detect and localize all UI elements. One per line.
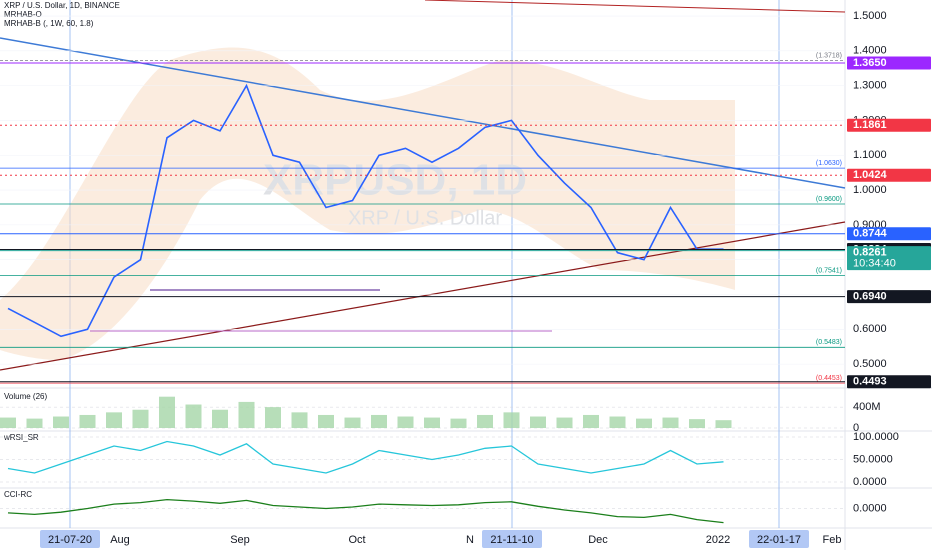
y-tick-label: 0.0000 xyxy=(853,502,887,514)
price-tag-label: 0.8744 xyxy=(853,228,888,240)
watermark-subtitle: XRP / U.S. Dollar xyxy=(348,207,502,229)
y-tick-label: 0.5000 xyxy=(853,358,887,370)
fib-label: (0.4453) xyxy=(816,375,842,382)
wrsi-line xyxy=(7,440,724,474)
price-tag-label: 1.0424 xyxy=(853,169,888,181)
volume-bar xyxy=(159,396,175,428)
price-tag-label: 0.6940 xyxy=(853,290,887,302)
volume-bar xyxy=(609,416,626,428)
y-tick-label: 0.0000 xyxy=(853,476,887,488)
time-highlight xyxy=(749,530,809,548)
y-tick-label: 1.5000 xyxy=(853,10,887,22)
volume-bar xyxy=(689,419,705,428)
fib-label: (1.0630) xyxy=(816,160,842,167)
time-highlight xyxy=(40,530,100,548)
countdown: 10:34:40 xyxy=(853,258,896,270)
volume-bar xyxy=(503,412,520,428)
volume-bar xyxy=(530,416,546,428)
y-tick-label: 400M xyxy=(853,401,881,413)
y-tick-label: 1.4000 xyxy=(853,45,887,57)
time-highlight xyxy=(482,530,542,548)
pane-title: CCI-RC xyxy=(4,490,32,499)
fib-label: (1.3718) xyxy=(816,52,842,59)
x-tick-label: N xyxy=(466,534,474,546)
volume-bar xyxy=(238,401,255,428)
price-tag xyxy=(847,290,931,304)
y-tick-label: 100.0000 xyxy=(853,431,899,443)
x-tick-label: 21-11-10 xyxy=(490,534,533,546)
y-tick-label: 1.0000 xyxy=(853,184,887,196)
price-tag-label: 0.4493 xyxy=(853,376,887,388)
volume-bar xyxy=(53,416,69,428)
x-tick-label: Feb xyxy=(823,534,842,546)
x-tick-label: Oct xyxy=(348,534,365,546)
y-tick-label: 1.3000 xyxy=(853,80,887,92)
price-tag xyxy=(847,246,931,271)
cci-line xyxy=(7,498,724,524)
volume-bar xyxy=(715,420,732,428)
volume-bar xyxy=(79,414,96,428)
volume-bar xyxy=(344,417,361,428)
pane-title: wRSI_SR xyxy=(3,433,39,442)
volume-bar xyxy=(556,417,573,428)
volume-bar xyxy=(397,416,414,428)
volume-bar xyxy=(450,418,467,428)
volume-bar xyxy=(477,414,493,428)
volume-bar xyxy=(662,417,679,428)
x-tick-label: Aug xyxy=(110,534,130,546)
fib-label: (0.7541) xyxy=(816,268,842,275)
volume-bar xyxy=(636,418,652,428)
y-tick-label: 0 xyxy=(853,422,859,434)
volume-bar xyxy=(424,417,440,428)
price-tag xyxy=(847,227,931,241)
price-tag-label: 0.8261 xyxy=(853,247,887,259)
volume-bar xyxy=(185,404,202,428)
indicator-name: MRHAB-O xyxy=(4,10,42,19)
x-tick-label: Dec xyxy=(588,534,608,546)
x-tick-label: 2022 xyxy=(706,534,730,546)
y-tick-label: 1.1000 xyxy=(853,149,887,161)
price-tag-label: 1.3650 xyxy=(853,57,887,69)
pane-title: Volume (26) xyxy=(4,392,47,401)
volume-bar xyxy=(26,418,43,428)
price-line xyxy=(7,83,724,338)
price-tag-label: 1.1861 xyxy=(853,119,887,131)
price-tag xyxy=(847,168,931,182)
x-tick-label: 21-07-20 xyxy=(48,534,92,546)
volume-bar xyxy=(318,414,334,428)
chart-layer: 0.50000.60000.70000.80000.90001.00001.10… xyxy=(0,10,931,548)
volume-bar xyxy=(265,407,281,428)
trend-line xyxy=(424,0,846,13)
volume-bar xyxy=(212,409,228,428)
fib-label: (0.5483) xyxy=(816,339,842,346)
volume-bar xyxy=(106,412,122,428)
volume-bar xyxy=(0,417,16,428)
trend-line xyxy=(0,221,846,371)
fib-label: (0.9600) xyxy=(816,196,842,203)
price-tag xyxy=(847,375,931,389)
volume-bar xyxy=(132,409,149,428)
y-tick-label: 0.6000 xyxy=(853,323,887,335)
volume-bar xyxy=(371,414,387,428)
volume-bar xyxy=(583,414,599,428)
volume-bar xyxy=(291,412,308,428)
y-tick-label: 50.0000 xyxy=(853,453,893,465)
indicator-name: MRHAB-B (, 1W, 60, 1.8) xyxy=(4,19,94,28)
symbol-title: XRP / U.S. Dollar, 1D, BINANCE xyxy=(4,1,120,10)
x-tick-label: Sep xyxy=(230,534,250,546)
watermark: XRPUSD, 1D xyxy=(263,156,527,205)
x-tick-label: 22-01-17 xyxy=(757,534,801,546)
price-tag xyxy=(847,118,931,132)
price-tag xyxy=(847,56,931,70)
